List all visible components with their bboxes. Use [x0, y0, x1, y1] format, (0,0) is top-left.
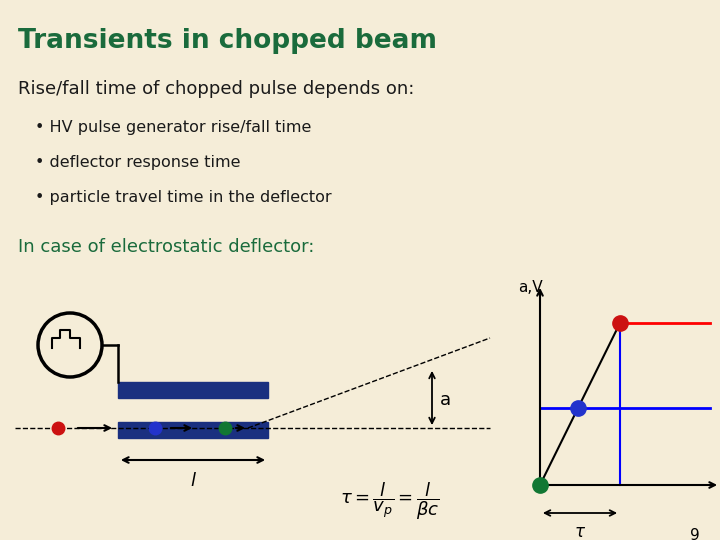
Bar [118, 422, 268, 438]
Text: a,V: a,V [518, 280, 542, 295]
Text: $\tau$: $\tau$ [574, 523, 586, 540]
Text: a: a [440, 391, 451, 409]
Text: • particle travel time in the deflector: • particle travel time in the deflector [35, 190, 332, 205]
Text: $l$: $l$ [189, 472, 197, 490]
Text: Transients in chopped beam: Transients in chopped beam [18, 28, 437, 54]
Text: In case of electrostatic deflector:: In case of electrostatic deflector: [18, 238, 315, 256]
Bar [118, 382, 268, 398]
Text: 9: 9 [690, 528, 700, 540]
Text: • deflector response time: • deflector response time [35, 155, 240, 170]
Text: $\tau = \dfrac{l}{v_p} = \dfrac{l}{\beta c}$: $\tau = \dfrac{l}{v_p} = \dfrac{l}{\beta… [340, 480, 440, 522]
Text: Rise/fall time of chopped pulse depends on:: Rise/fall time of chopped pulse depends … [18, 80, 415, 98]
Text: • HV pulse generator rise/fall time: • HV pulse generator rise/fall time [35, 120, 311, 135]
